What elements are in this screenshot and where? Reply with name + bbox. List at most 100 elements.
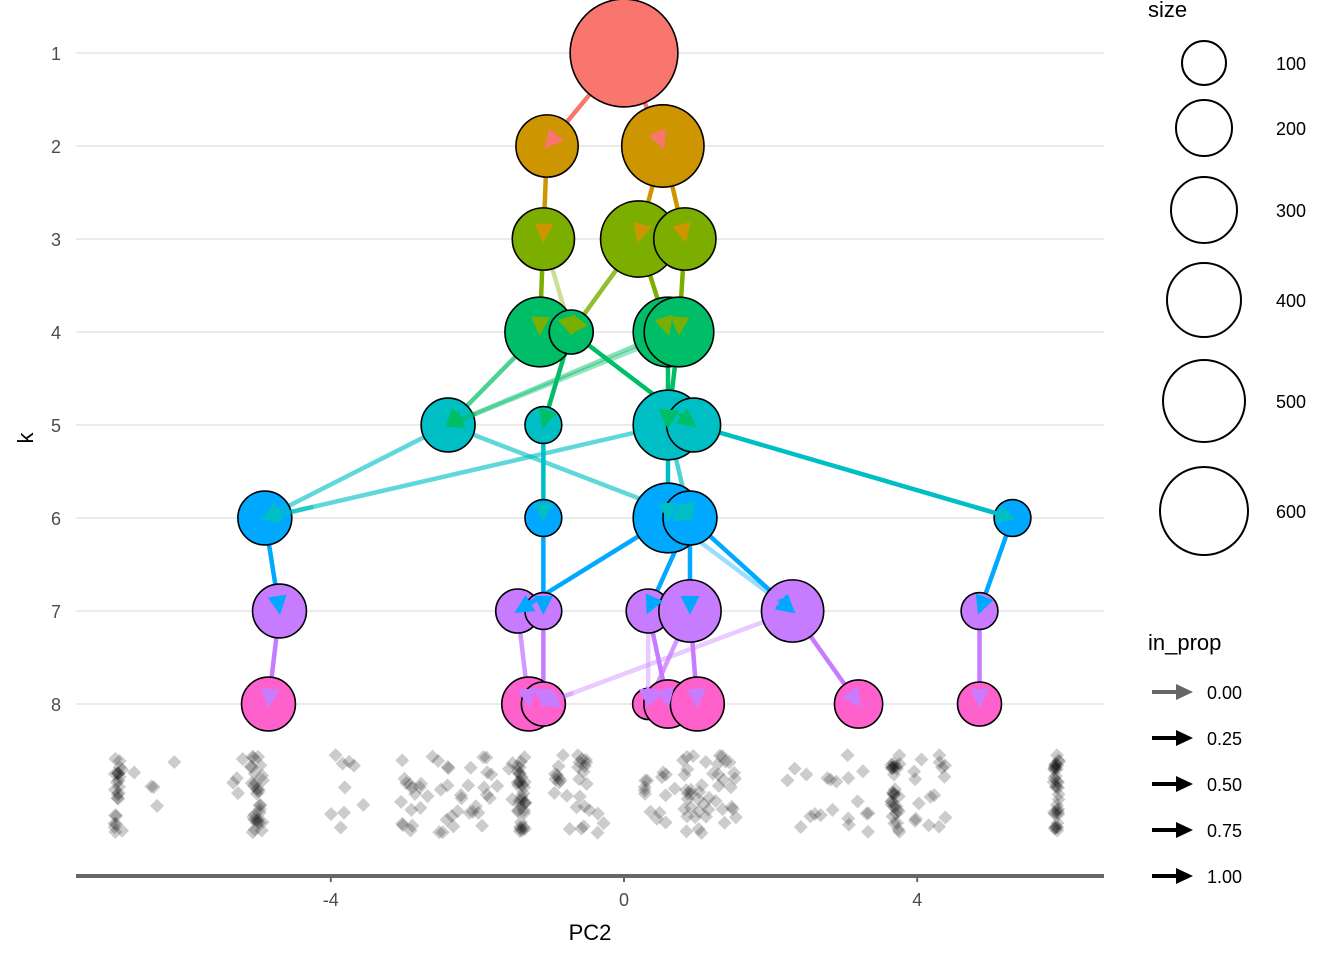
rug-point xyxy=(890,816,905,831)
rug-point xyxy=(516,803,531,818)
rug-point xyxy=(728,810,743,825)
rug-point xyxy=(637,783,652,798)
rug-point xyxy=(886,786,901,801)
edge-arrowhead xyxy=(654,314,673,336)
rug-point xyxy=(252,815,267,830)
legend-in-prop-label: 0.50 xyxy=(1207,775,1242,795)
rug-point xyxy=(841,811,856,826)
rug-point xyxy=(640,773,655,788)
rug-point xyxy=(679,824,694,839)
rug-point xyxy=(431,753,446,768)
rug-point xyxy=(515,823,530,838)
edge-arrowhead xyxy=(670,316,690,336)
rug-point xyxy=(803,809,818,824)
rug-point xyxy=(694,825,709,840)
rug-point xyxy=(475,818,490,833)
rug-point xyxy=(932,819,947,834)
rug-point xyxy=(935,760,950,775)
rug-point xyxy=(435,825,450,840)
rug-point xyxy=(413,800,428,815)
rug-point xyxy=(246,809,261,824)
rug-point xyxy=(793,819,808,834)
rug-point xyxy=(727,765,742,780)
rug-point xyxy=(395,816,410,831)
rug-point xyxy=(107,767,122,782)
legend-arrow-icon xyxy=(1176,776,1193,792)
rug-point xyxy=(1048,760,1063,775)
rug-point xyxy=(680,786,695,801)
rug-point xyxy=(407,786,422,801)
edge-arrowhead xyxy=(973,504,1017,523)
rug-point xyxy=(111,786,126,801)
rug-point xyxy=(718,754,733,769)
rug-point xyxy=(860,824,875,839)
edge-arrowhead xyxy=(645,686,664,708)
rug-point xyxy=(886,787,901,802)
rug-point xyxy=(698,755,713,770)
rug-point xyxy=(405,780,420,795)
legend-size-label: 200 xyxy=(1276,119,1306,139)
rug-point xyxy=(1047,806,1062,821)
edge-arrowhead xyxy=(444,410,477,429)
rug-point xyxy=(590,825,605,840)
rug-point xyxy=(692,784,707,799)
rug-point xyxy=(859,806,874,821)
rug-point xyxy=(1048,757,1063,772)
rug-point xyxy=(513,819,528,834)
y-tick-label: 1 xyxy=(51,44,61,64)
rug-point xyxy=(394,794,409,809)
rug-point xyxy=(911,796,926,811)
rug-point xyxy=(108,824,123,839)
rug-point xyxy=(112,769,127,784)
rug-point xyxy=(551,775,566,790)
rug-point xyxy=(553,773,568,788)
y-tick-label: 6 xyxy=(51,509,61,529)
rug-point xyxy=(1050,820,1065,835)
rug-point xyxy=(885,761,900,776)
edge-k5_3-k6_1 xyxy=(261,422,669,524)
rug-point xyxy=(112,753,127,768)
rug-point xyxy=(1050,816,1065,831)
rug-point xyxy=(887,816,902,831)
rug-point xyxy=(908,811,923,826)
rug-point xyxy=(1051,805,1066,820)
rug-point xyxy=(891,789,906,804)
rug-point xyxy=(253,797,268,812)
rug-point xyxy=(251,784,266,799)
rug-point xyxy=(1047,759,1062,774)
rug-point xyxy=(884,797,899,812)
rug-point xyxy=(724,799,739,814)
rug-point xyxy=(723,780,738,795)
rug-point xyxy=(1046,774,1061,789)
rug-point xyxy=(517,795,532,810)
rug-point xyxy=(691,822,706,836)
rug-point xyxy=(247,812,262,827)
rug-point xyxy=(450,804,465,819)
legend-size-title: size xyxy=(1148,0,1187,22)
edge-arrowhead xyxy=(660,408,680,429)
legend-in-prop-label: 0.00 xyxy=(1207,683,1242,703)
rug-point xyxy=(572,772,587,787)
rug-point xyxy=(115,823,130,838)
rug-point xyxy=(1048,769,1063,784)
rug-point xyxy=(252,802,267,817)
rug-point xyxy=(927,788,942,803)
rug-point xyxy=(248,775,263,790)
rug-point xyxy=(512,793,527,808)
rug-point xyxy=(908,813,923,828)
rug-point xyxy=(514,769,529,784)
y-tick-label: 2 xyxy=(51,137,61,157)
rug-point xyxy=(656,765,671,780)
rug-point xyxy=(246,750,261,765)
rug-point xyxy=(679,783,694,798)
gridlines xyxy=(76,52,1104,705)
rug-point xyxy=(514,792,529,807)
rug-point xyxy=(698,809,713,824)
rug-point xyxy=(252,805,267,820)
rug-point xyxy=(638,773,653,788)
y-tick-label: 8 xyxy=(51,695,61,715)
rug-point xyxy=(513,815,528,830)
rug-point xyxy=(127,765,142,780)
legend-in-prop: in_prop 0.00 0.25 0.50 0.75 1.00 xyxy=(1148,630,1242,887)
rug-point xyxy=(571,760,586,775)
